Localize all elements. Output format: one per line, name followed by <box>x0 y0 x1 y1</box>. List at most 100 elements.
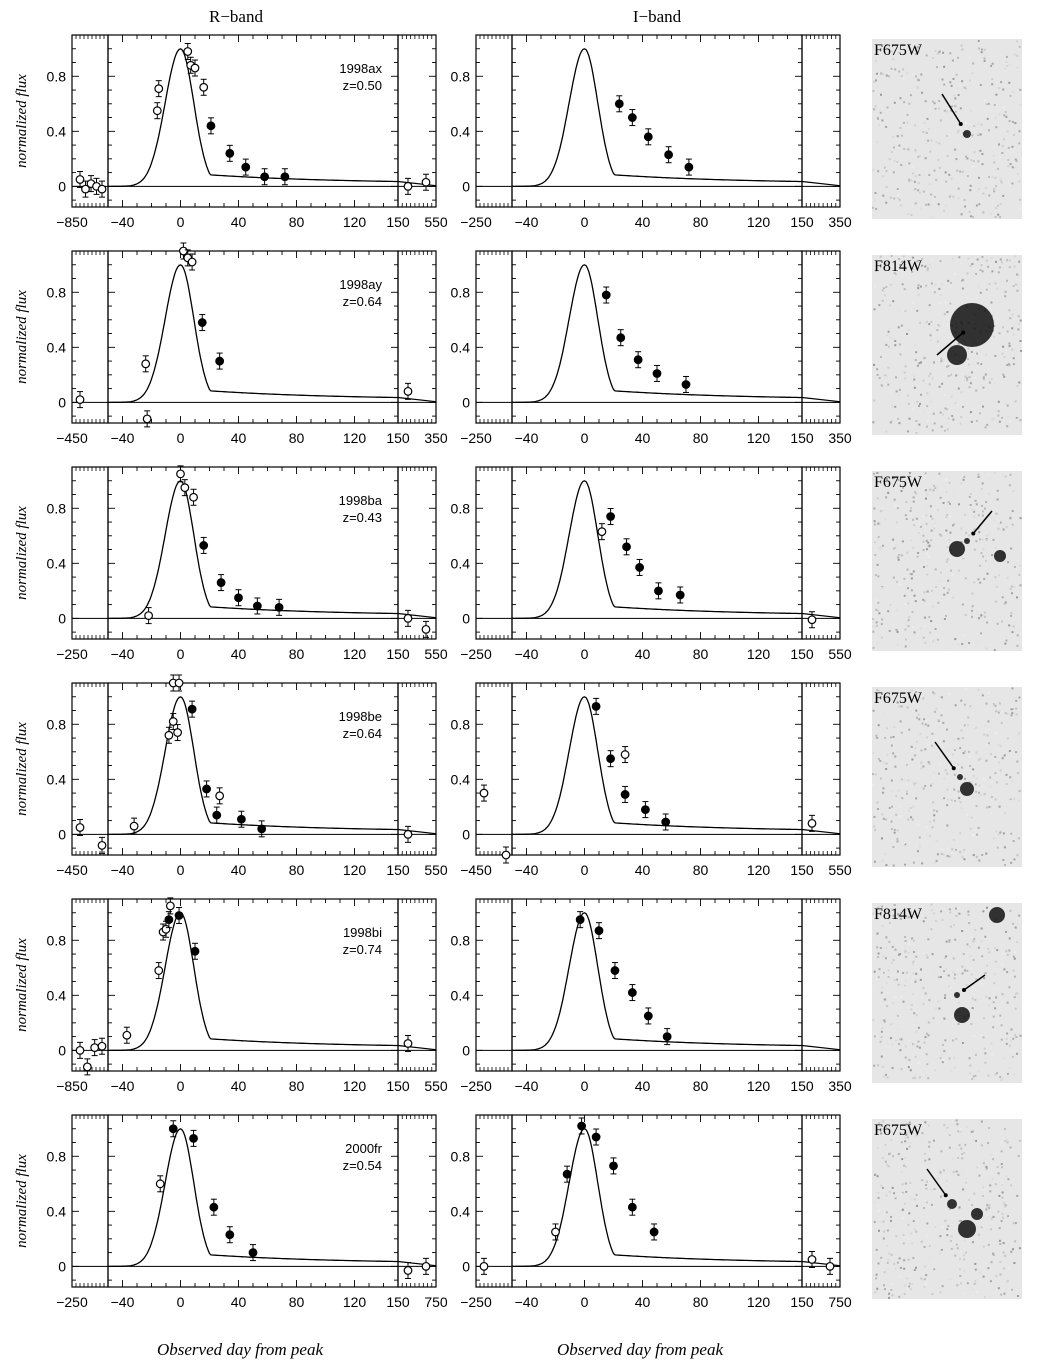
noise-grain <box>1004 1140 1006 1142</box>
noise-grain <box>960 1147 963 1150</box>
noise-grain <box>976 352 978 355</box>
x-tick-label: 120 <box>747 1078 771 1094</box>
noise-grain <box>892 846 895 848</box>
noise-grain <box>935 840 938 843</box>
noise-grain <box>926 956 929 959</box>
noise-grain <box>963 475 966 478</box>
right-range-label: 350 <box>828 430 852 446</box>
right-range-label: 150 <box>386 646 410 662</box>
noise-grain <box>877 956 880 959</box>
noise-grain <box>939 119 942 122</box>
noise-grain <box>1009 1035 1012 1038</box>
noise-grain <box>923 599 926 602</box>
noise-grain <box>961 930 964 932</box>
noise-grain <box>880 991 883 994</box>
noise-grain <box>978 183 981 186</box>
noise-grain <box>987 102 990 105</box>
noise-grain <box>949 1239 952 1242</box>
noise-grain <box>1001 620 1003 623</box>
noise-grain <box>898 914 901 917</box>
noise-grain <box>990 753 992 756</box>
noise-grain <box>915 782 918 785</box>
noise-grain <box>933 291 936 294</box>
noise-grain <box>935 810 938 813</box>
noise-grain <box>929 847 932 850</box>
noise-grain <box>980 1144 983 1147</box>
noise-grain <box>995 1274 998 1277</box>
noise-grain <box>916 748 919 751</box>
noise-grain <box>983 977 986 980</box>
noise-grain <box>902 573 904 576</box>
noise-grain <box>880 72 882 75</box>
y-tick-label: 0 <box>58 610 66 626</box>
noise-grain <box>904 514 907 517</box>
noise-grain <box>876 946 879 949</box>
noise-grain <box>993 982 996 985</box>
data-point-open <box>144 611 154 621</box>
noise-grain <box>954 272 957 275</box>
noise-grain <box>929 775 932 778</box>
noise-grain <box>974 1279 977 1282</box>
noise-grain <box>929 334 932 337</box>
noise-grain <box>944 530 947 533</box>
noise-grain <box>961 643 964 645</box>
noise-grain <box>1008 342 1011 345</box>
noise-grain <box>922 920 925 923</box>
noise-grain <box>957 1173 960 1176</box>
noise-grain <box>900 372 903 375</box>
data-point-filled <box>274 602 284 612</box>
noise-grain <box>924 157 927 160</box>
noise-grain <box>1011 1288 1014 1291</box>
noise-grain <box>975 790 978 793</box>
noise-grain <box>872 90 875 92</box>
noise-grain <box>999 1014 1002 1017</box>
template-curve <box>108 480 398 620</box>
noise-grain <box>909 573 912 575</box>
noise-grain <box>1004 995 1007 998</box>
noise-grain <box>881 618 884 621</box>
noise-grain <box>958 1220 961 1222</box>
noise-grain <box>893 726 896 729</box>
noise-grain <box>963 969 966 972</box>
noise-grain <box>885 74 888 77</box>
noise-grain <box>986 1205 989 1208</box>
noise-grain <box>1013 798 1016 800</box>
noise-grain <box>938 1007 941 1010</box>
noise-grain <box>914 202 917 205</box>
noise-grain <box>994 216 997 218</box>
noise-grain <box>906 763 908 766</box>
noise-grain <box>880 623 883 625</box>
noise-grain <box>1014 1222 1017 1224</box>
noise-grain <box>916 400 919 403</box>
noise-grain <box>908 1131 911 1134</box>
noise-grain <box>872 751 874 754</box>
x-tick-label: 40 <box>635 1294 651 1310</box>
noise-grain <box>884 852 887 855</box>
noise-grain <box>874 79 877 82</box>
right-range-label: 150 <box>790 646 814 662</box>
noise-grain <box>1014 122 1017 125</box>
noise-grain <box>931 783 934 785</box>
noise-grain <box>1011 712 1014 715</box>
noise-grain <box>937 509 940 512</box>
noise-grain <box>969 411 972 414</box>
noise-grain <box>1018 45 1021 48</box>
x-tick-label: 80 <box>693 862 709 878</box>
noise-grain <box>948 481 951 484</box>
noise-grain <box>907 402 910 405</box>
noise-grain <box>994 188 997 191</box>
noise-grain <box>932 489 935 492</box>
noise-grain <box>1018 142 1021 145</box>
noise-grain <box>1006 279 1008 282</box>
noise-grain <box>909 911 912 914</box>
noise-grain <box>878 612 881 615</box>
noise-grain <box>876 689 879 692</box>
noise-grain <box>929 209 932 212</box>
noise-grain <box>920 761 923 764</box>
noise-grain <box>943 587 945 589</box>
noise-grain <box>893 272 896 275</box>
noise-grain <box>988 997 991 1000</box>
noise-grain <box>940 848 943 850</box>
noise-grain <box>928 183 931 186</box>
